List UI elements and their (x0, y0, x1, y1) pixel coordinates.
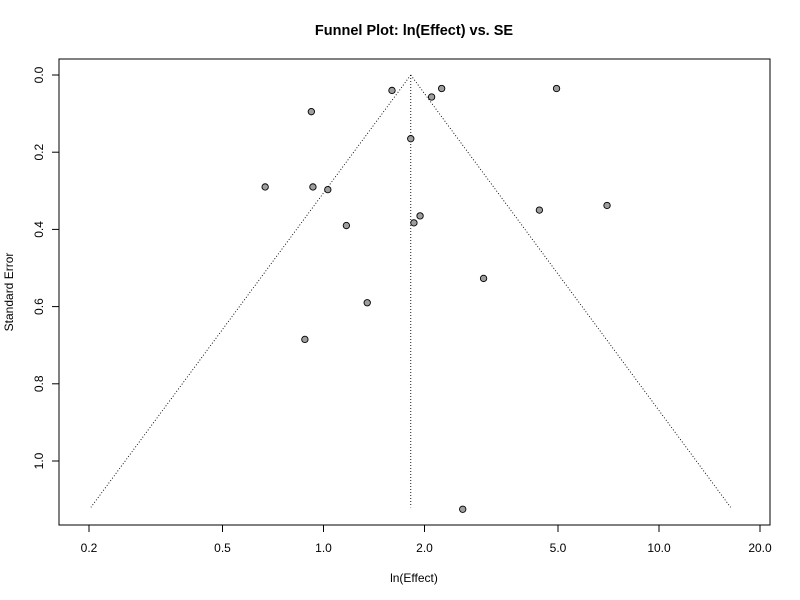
data-point (552, 84, 561, 93)
data-point (459, 505, 467, 513)
plot-frame (58, 58, 771, 526)
y-tick-label: 0.2 (32, 144, 46, 161)
x-tick-label: 1.0 (315, 541, 332, 555)
x-tick-label: 10.0 (647, 541, 671, 555)
data-point (438, 84, 446, 93)
data-point (388, 86, 396, 95)
x-tick-label: 2.0 (416, 541, 433, 555)
x-tick-label: 20.0 (748, 541, 772, 555)
y-tick-label: 0.4 (32, 221, 46, 238)
data-point (407, 135, 415, 143)
y-tick-label: 0.0 (32, 66, 46, 83)
x-tick-label: 0.2 (81, 541, 98, 555)
data-point (301, 335, 309, 344)
funnel-right-line (410, 74, 731, 508)
x-tick-label: 0.5 (214, 541, 231, 555)
data-point (479, 274, 488, 283)
data-point (363, 299, 371, 307)
data-point (416, 212, 424, 220)
funnel-lines (90, 74, 731, 508)
data-point (342, 221, 351, 230)
y-axis: 0.0 0.2 0.4 0.6 0.8 1.0 (32, 66, 60, 469)
data-points (261, 84, 611, 513)
data-point (535, 206, 544, 214)
y-tick-label: 0.6 (32, 298, 46, 315)
data-point (324, 185, 332, 194)
data-point (307, 108, 316, 116)
data-point (427, 93, 436, 101)
x-tick-label: 5.0 (550, 541, 567, 555)
x-axis: 0.2 0.5 1.0 2.0 5.0 10.0 20.0 (81, 524, 772, 555)
y-axis-label: Standard Error (2, 253, 16, 332)
data-point (603, 201, 611, 210)
x-axis-label: ln(Effect) (390, 571, 438, 585)
y-tick-label: 1.0 (32, 452, 46, 469)
data-point (261, 183, 269, 191)
chart-title: Funnel Plot: ln(Effect) vs. SE (315, 23, 514, 39)
data-point (309, 183, 317, 191)
data-point (410, 219, 418, 227)
funnel-left-line (90, 74, 412, 508)
y-tick-label: 0.8 (32, 375, 46, 392)
